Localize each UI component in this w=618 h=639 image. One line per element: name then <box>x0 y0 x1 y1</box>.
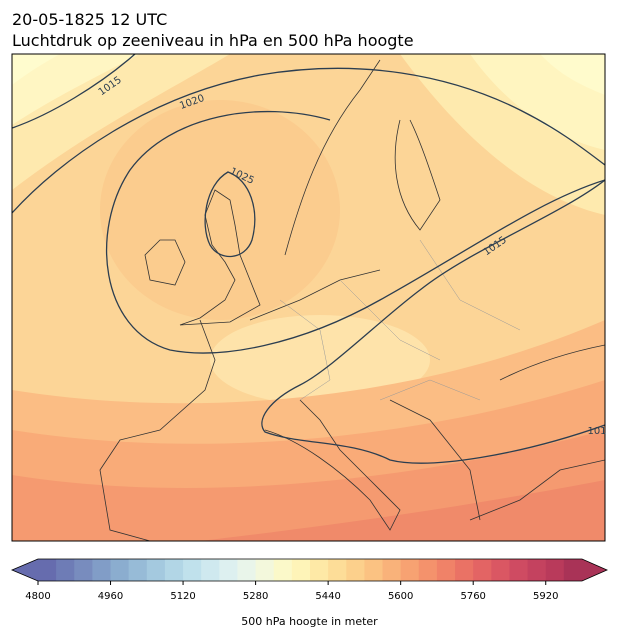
map <box>12 54 605 541</box>
colorbar-tick-label: 5760 <box>460 591 485 602</box>
colorbar-segment <box>273 559 293 581</box>
colorbar-segment <box>146 559 166 581</box>
colorbar-segment <box>491 559 510 581</box>
colorbar-segment <box>382 559 402 581</box>
colorbar-segment <box>219 559 238 581</box>
colorbar-segment <box>545 559 565 581</box>
colorbar-tick-label: 5920 <box>533 591 558 602</box>
colorbar-label: 500 hPa hoogte in meter <box>241 615 378 628</box>
field-band <box>200 480 605 541</box>
isobar <box>105 110 605 354</box>
title: 20-05-1825 12 UTC <box>12 10 167 29</box>
isobar-label: 101 <box>587 426 606 437</box>
colorbar-segment <box>255 559 275 581</box>
coastline <box>469 344 605 521</box>
colorbar-segment <box>509 559 529 581</box>
isobar <box>12 67 605 214</box>
colorbar-tick-label: 5120 <box>170 591 195 602</box>
colorbar-segment <box>418 559 438 581</box>
subtitle: Luchtdruk op zeeniveau in hPa en 500 hPa… <box>12 31 414 50</box>
colorbar-segment <box>473 559 492 581</box>
colorbar-tick-label: 5600 <box>388 591 413 602</box>
isobar <box>12 54 136 129</box>
border <box>279 239 521 401</box>
colorbar-segment <box>56 559 75 581</box>
isobar <box>261 179 605 464</box>
colorbar-segment <box>328 559 347 581</box>
colorbar-tick-label: 5280 <box>243 591 268 602</box>
colorbar-segment <box>291 559 311 581</box>
colorbar-segment <box>436 559 456 581</box>
field-band <box>210 315 430 405</box>
map-frame <box>11 53 606 542</box>
field-band <box>12 54 140 125</box>
coastline <box>179 189 261 326</box>
coastline <box>99 269 381 541</box>
colorbar-segment <box>310 559 329 581</box>
colorbar-segment <box>563 559 583 581</box>
coastline <box>144 239 186 286</box>
field-band <box>12 54 60 85</box>
colorbar-segment <box>38 559 57 581</box>
field-band <box>100 100 340 320</box>
colorbar-segment <box>183 559 202 581</box>
colorbar-extend <box>582 559 607 581</box>
colorbar-segment <box>128 559 148 581</box>
colorbar-segment <box>92 559 112 581</box>
isobar <box>204 171 256 258</box>
colorbar-segment <box>346 559 365 581</box>
colorbar-outline <box>10 558 608 582</box>
colorbar-tick-label: 4960 <box>98 591 123 602</box>
colorbar-segment <box>237 559 257 581</box>
colorbar-segment <box>201 559 220 581</box>
colorbar-segment <box>527 559 547 581</box>
colorbar-tick-label: 5440 <box>315 591 340 602</box>
colorbar-tick-label: 4800 <box>25 591 50 602</box>
colorbar: 4800 4960 5120 5280 5440 5600 5760 5920 500 hPa … <box>10 558 608 628</box>
colorbar-segment <box>74 559 93 581</box>
colorbar-segment <box>164 559 184 581</box>
colorbar-segment <box>110 559 130 581</box>
colorbar-segment <box>455 559 474 581</box>
coastline <box>284 59 441 256</box>
field-band <box>540 54 605 95</box>
colorbar-segment <box>400 559 420 581</box>
colorbar-segment <box>364 559 384 581</box>
colorbar-extend <box>12 559 38 581</box>
